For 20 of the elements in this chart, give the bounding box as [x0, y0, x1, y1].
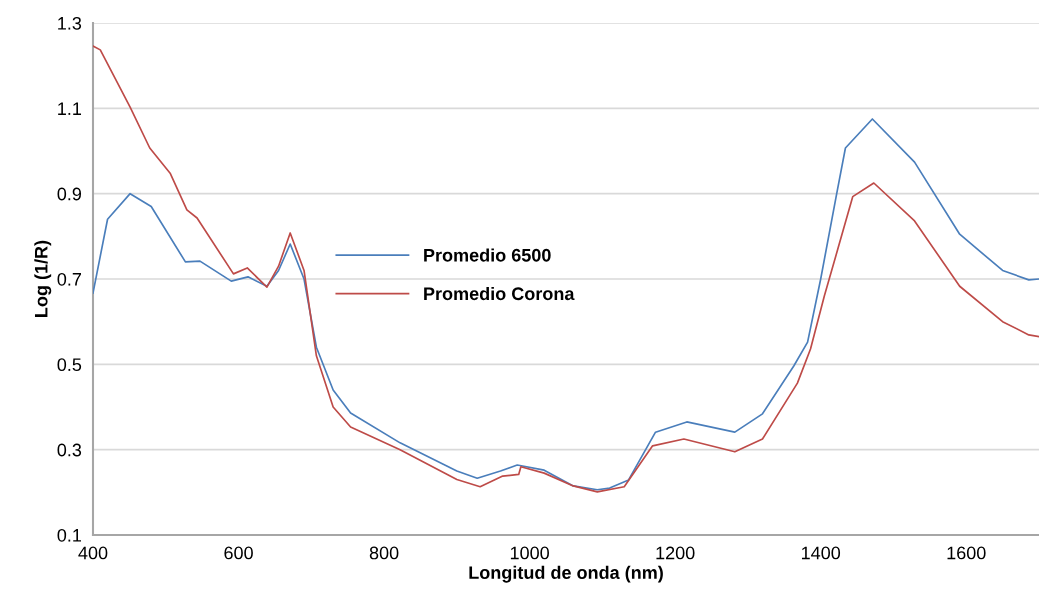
- x-tick-label: 1200: [656, 546, 695, 560]
- legend-label: Promedio Corona: [424, 286, 575, 301]
- line-series: [93, 45, 1039, 493]
- y-tick-label: 0.3: [57, 443, 82, 457]
- x-axis-title: Longitud de onda (nm): [469, 565, 663, 583]
- x-tick-label: 1400: [801, 546, 841, 560]
- x-tick-label: 400: [78, 546, 108, 560]
- y-tick-label: 0.1: [57, 528, 82, 542]
- line-series: [93, 118, 1039, 491]
- y-tick-label: 1.1: [58, 102, 82, 115]
- x-tick-label: 1600: [947, 546, 986, 560]
- x-tick-label: 600: [224, 546, 253, 560]
- x-tick-label: 1000: [510, 546, 549, 560]
- x-tick-label: 800: [369, 546, 399, 560]
- legend-label: Promedio 6500: [424, 248, 551, 262]
- y-tick-label: 1.3: [58, 16, 82, 30]
- y-tick-label: 0.7: [57, 272, 81, 286]
- y-axis-title: Log (1/R): [34, 240, 52, 317]
- y-tick-label: 0.9: [57, 187, 82, 201]
- y-tick-label: 0.5: [57, 358, 82, 372]
